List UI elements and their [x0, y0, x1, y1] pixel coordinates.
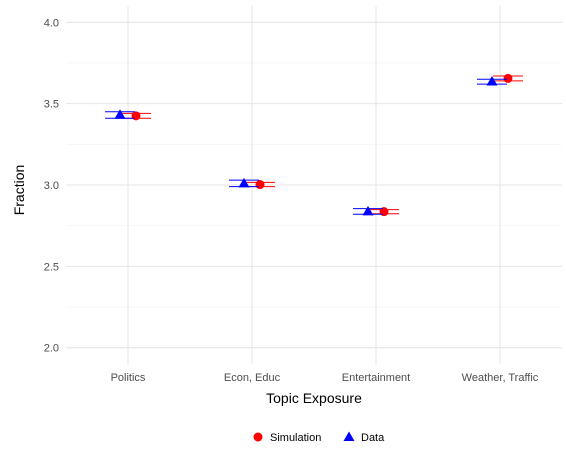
y-tick-label: 3.5	[44, 99, 59, 111]
y-tick-label: 3.0	[44, 180, 59, 192]
legend-key-data	[343, 431, 355, 441]
y-tick-label: 4.0	[44, 17, 59, 29]
y-tick-label: 2.0	[44, 343, 59, 355]
data-point	[238, 177, 250, 188]
y-tick-label: 2.5	[44, 261, 59, 273]
grid	[66, 6, 562, 364]
simulation-point	[131, 111, 141, 121]
legend-label-data: Data	[361, 432, 385, 444]
simulation-point	[255, 180, 265, 190]
x-axis-title: Topic Exposure	[266, 390, 362, 406]
data-point	[114, 109, 126, 119]
data-point	[486, 76, 498, 86]
x-axis-tick-labels: Politics Econ, Educ Entertainment Weather, …	[111, 372, 539, 384]
y-axis-title: Fraction	[11, 165, 27, 216]
x-tick-label: Weather, Traffic	[462, 372, 539, 384]
legend-key-simulation	[253, 432, 263, 442]
data-point	[362, 205, 374, 216]
y-axis-tick-labels: 2.0 2.5 3.0 3.5 4.0	[44, 17, 59, 354]
data-marks	[105, 73, 523, 217]
x-tick-label: Econ, Educ	[224, 372, 281, 384]
legend: Simulation Data	[253, 431, 385, 444]
x-tick-label: Entertainment	[342, 372, 410, 384]
simulation-point	[503, 73, 513, 83]
legend-label-simulation: Simulation	[270, 432, 321, 444]
x-tick-label: Politics	[111, 372, 146, 384]
